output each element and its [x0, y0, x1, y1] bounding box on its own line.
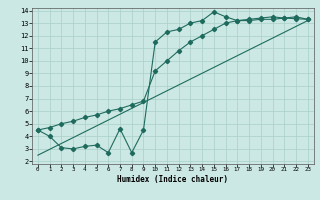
X-axis label: Humidex (Indice chaleur): Humidex (Indice chaleur) — [117, 175, 228, 184]
